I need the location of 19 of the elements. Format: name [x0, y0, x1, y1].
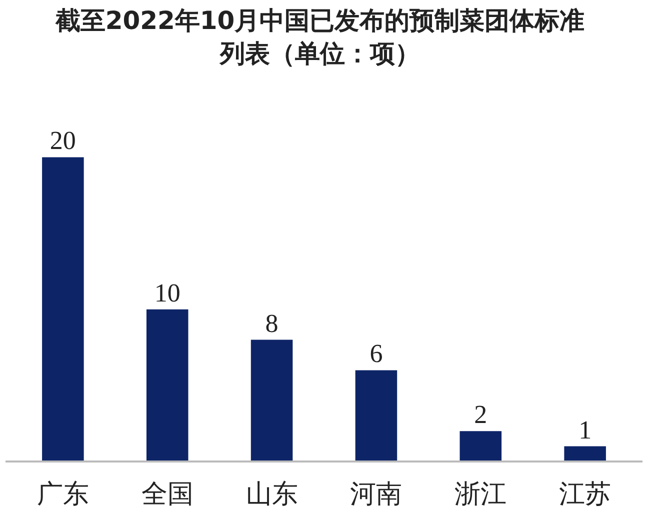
bar [42, 157, 84, 462]
data-label: 8 [265, 308, 278, 338]
x-tick-label: 浙江 [454, 480, 507, 510]
bar [460, 431, 502, 462]
bar [146, 309, 188, 462]
data-label: 2 [474, 400, 488, 430]
x-tick-label: 广东 [36, 480, 89, 510]
data-label: 1 [578, 415, 592, 444]
bar [250, 340, 293, 462]
bar [355, 370, 398, 462]
bar [564, 446, 606, 462]
x-tick-label: 全国 [141, 480, 194, 510]
x-tick-label: 山东 [246, 480, 298, 510]
chart-title: 截至2022年10月中国已发布的预制菜团体标准列表（单位：项） [54, 5, 586, 70]
data-label: 20 [50, 126, 76, 156]
x-tick-label: 河南 [350, 480, 402, 510]
x-tick-label: 江苏 [559, 480, 612, 510]
data-label: 6 [370, 339, 383, 368]
data-label: 10 [154, 278, 180, 308]
